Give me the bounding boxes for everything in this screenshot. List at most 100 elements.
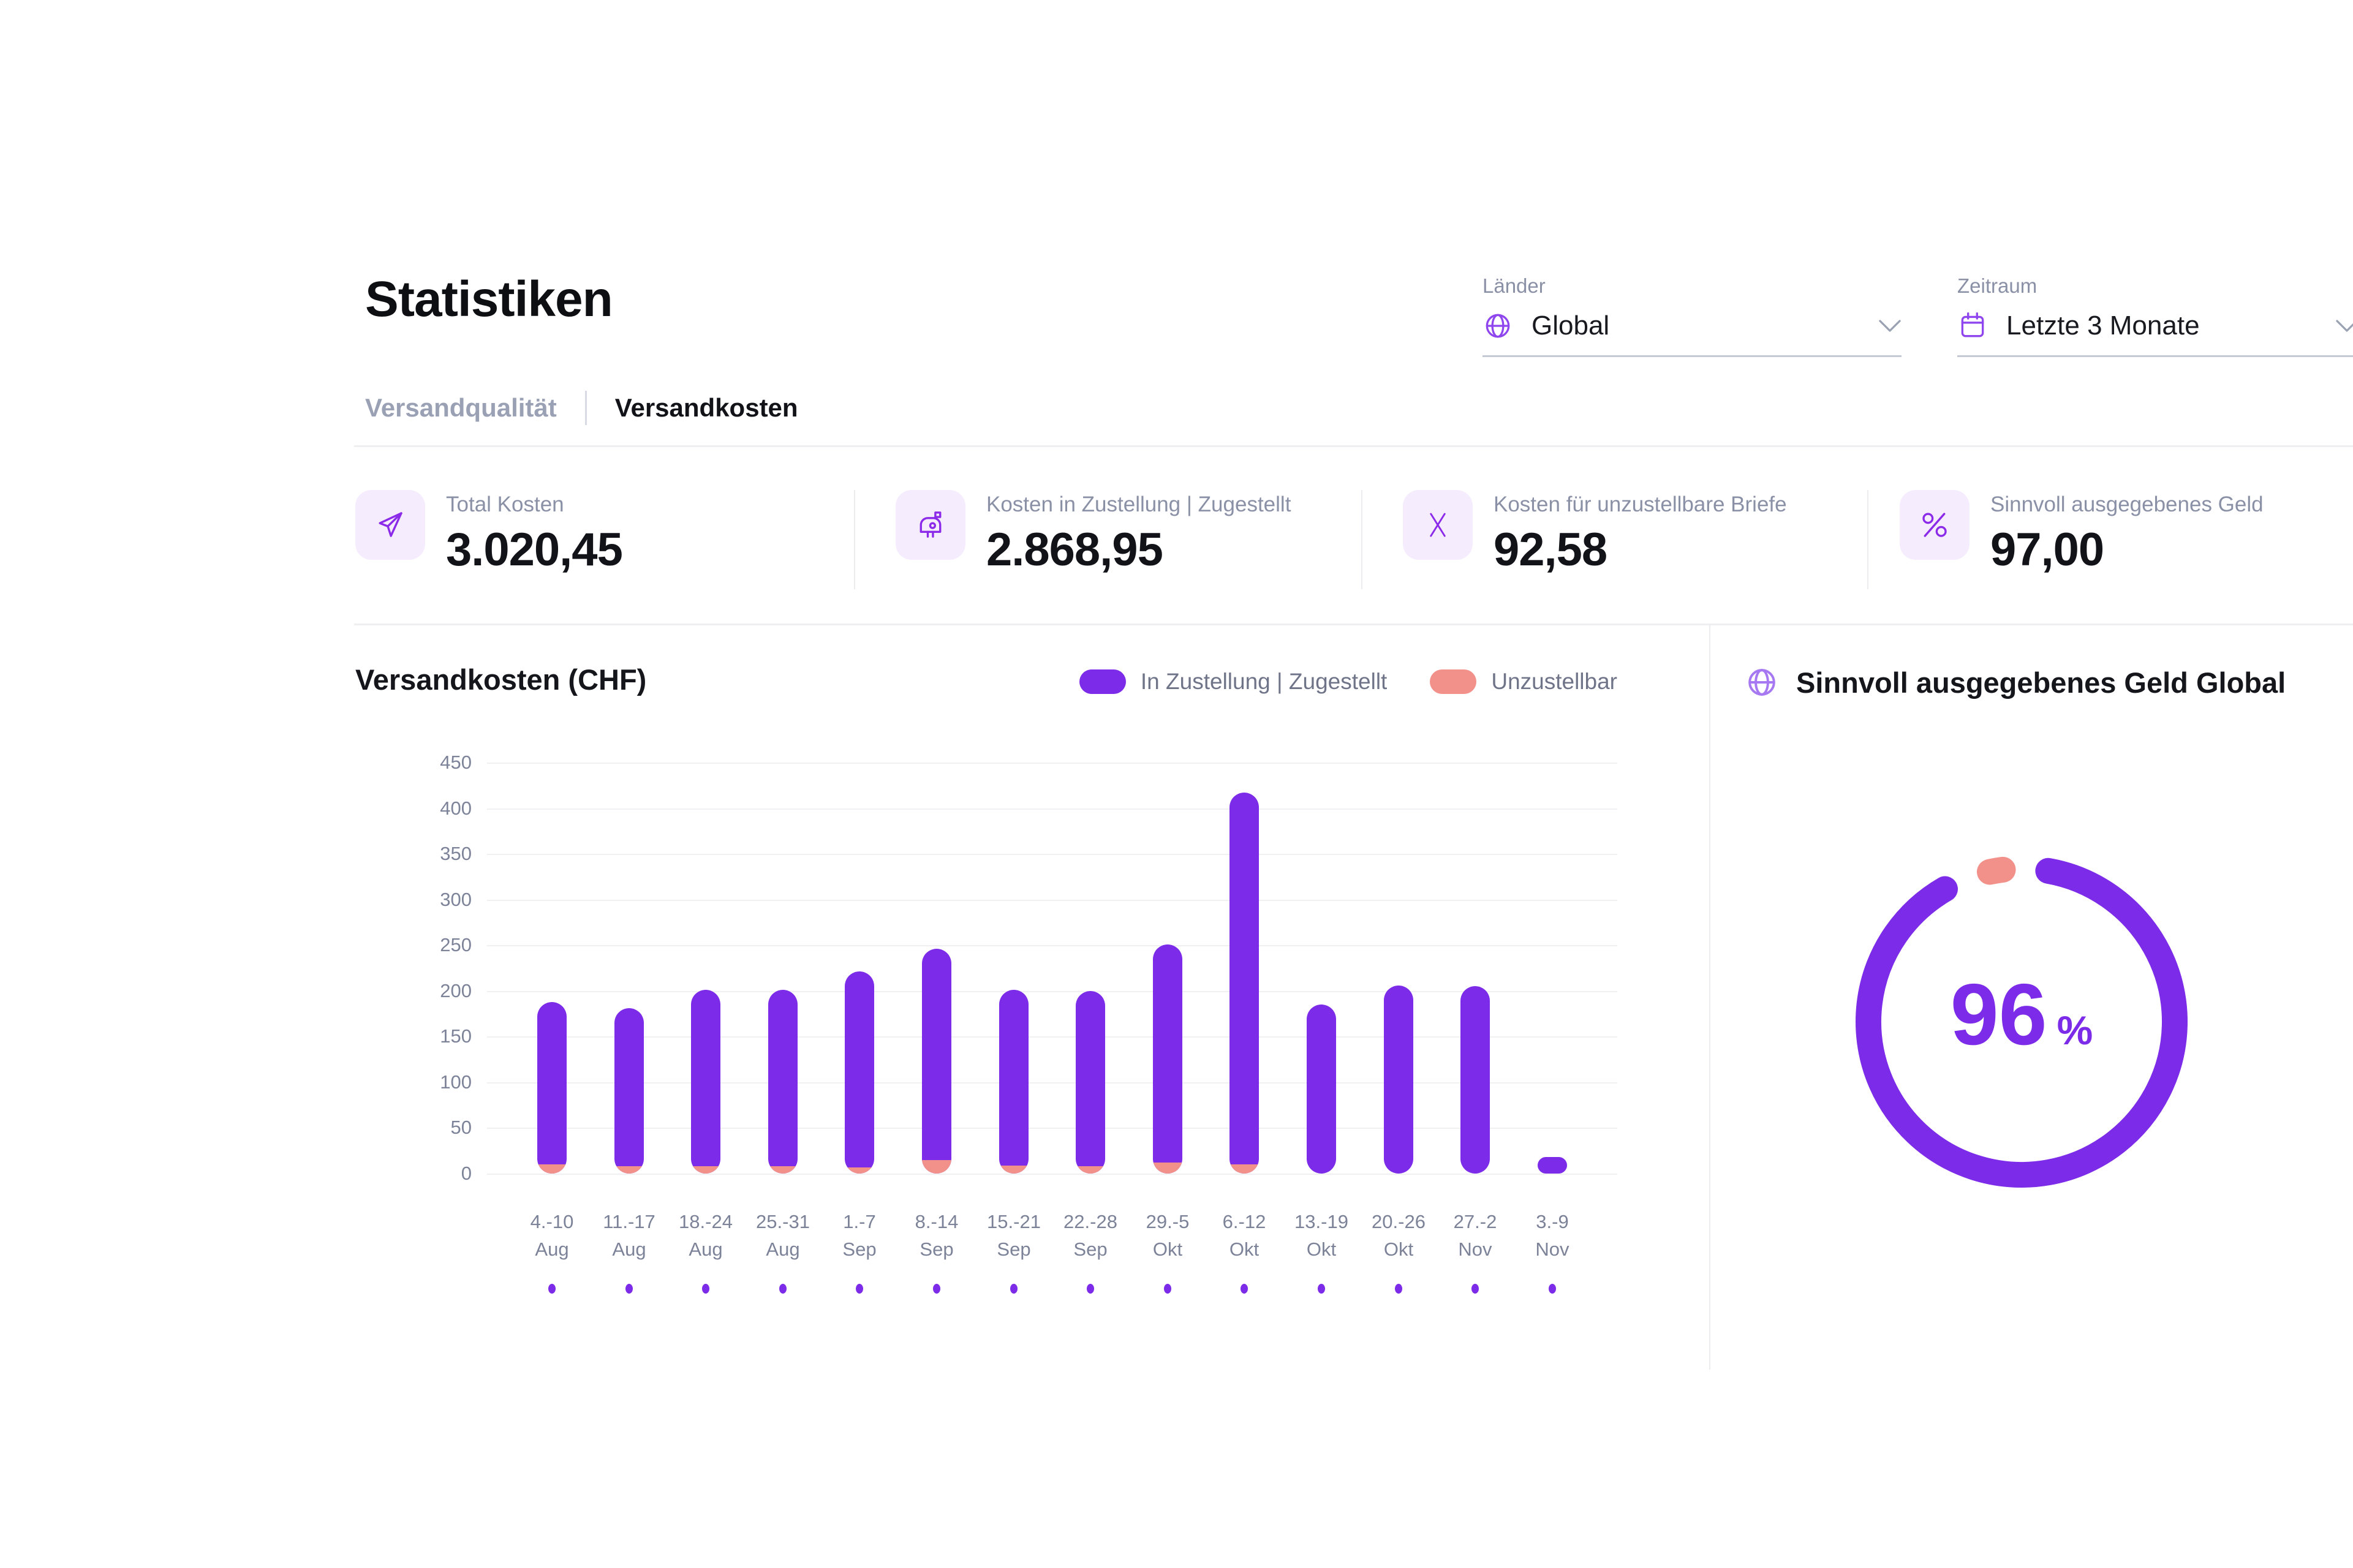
chevron-down-icon — [1878, 319, 1902, 333]
calendar-icon — [1957, 311, 1988, 341]
donut-chart — [1856, 856, 2188, 1188]
y-axis-tick: 250 — [440, 934, 472, 956]
legend-label: Unzustellbar — [1491, 669, 1617, 694]
kpi-label: Kosten für unzustellbare Briefe — [1494, 492, 1787, 516]
gridline — [487, 1174, 1617, 1175]
kpi-separator — [1867, 490, 1868, 589]
bar-29.-5-Okt[interactable] — [1153, 944, 1182, 1174]
gridline — [487, 1036, 1617, 1038]
y-axis-tick: 350 — [440, 843, 472, 864]
x-axis-label: 1.-7 Sep — [804, 1208, 915, 1294]
globe-icon — [1482, 311, 1513, 341]
bar-15.-21-Sep[interactable] — [999, 990, 1029, 1174]
mailbox-icon — [896, 490, 965, 560]
x-axis-label: 18.-24 Aug — [651, 1208, 761, 1294]
week-marker-dot — [702, 1284, 709, 1294]
legend-item[interactable]: In Zustellung | Zugestellt — [1079, 669, 1387, 695]
gridline — [487, 809, 1617, 810]
country-filter-select[interactable]: Global — [1482, 306, 1902, 345]
donut-panel-header: Sinnvoll ausgegebenes Geld Global — [1745, 665, 2286, 699]
donut-center-value: 96 % — [1875, 965, 2169, 1065]
bar-6.-12-Okt[interactable] — [1229, 793, 1259, 1174]
kpi-value: 92,58 — [1494, 524, 1607, 576]
gridline — [487, 945, 1617, 946]
panel-divider — [1709, 624, 1710, 1370]
period-filter-select[interactable]: Letzte 3 Monate — [1957, 306, 2353, 345]
bar-segment-unzustellbar — [999, 1166, 1029, 1174]
x-axis-label: 3.-9 Nov — [1497, 1208, 1607, 1294]
period-filter: Zeitraum Letzte 3 Monate — [1957, 274, 2353, 357]
x-axis-label: 11.-17 Aug — [574, 1208, 684, 1294]
tab-versandqualitaet[interactable]: Versandqualität — [365, 393, 557, 422]
y-axis-tick: 400 — [440, 797, 472, 819]
x-axis-label: 15.-21 Sep — [959, 1208, 1069, 1294]
y-axis-tick: 450 — [440, 752, 472, 773]
bar-25.-31-Aug[interactable] — [768, 990, 798, 1174]
x-axis-label: 6.-12 Okt — [1189, 1208, 1299, 1294]
bar-3.-9-Nov[interactable] — [1538, 1157, 1567, 1174]
page-title: Statistiken — [365, 271, 613, 327]
gridline — [487, 991, 1617, 992]
x-axis-label: 8.-14 Sep — [882, 1208, 992, 1294]
country-filter-value: Global — [1532, 311, 1610, 341]
bar-segment-unzustellbar — [922, 1160, 951, 1174]
week-marker-dot — [625, 1284, 633, 1294]
bar-segment-unzustellbar — [1229, 1164, 1259, 1174]
bar-segment-unzustellbar — [1076, 1166, 1105, 1174]
header-divider — [354, 445, 2353, 447]
kpi-label: Kosten in Zustellung | Zugestellt — [986, 492, 1291, 516]
x-axis-label: 22.-28 Sep — [1035, 1208, 1146, 1294]
gridline — [487, 763, 1617, 764]
bar-13.-19-Okt[interactable] — [1307, 1005, 1336, 1174]
bar-segment-unzustellbar — [845, 1167, 874, 1174]
country-filter-label: Länder — [1482, 274, 1546, 297]
bar-27.-2-Nov[interactable] — [1460, 986, 1490, 1174]
week-marker-dot — [1010, 1284, 1018, 1294]
gridline — [487, 900, 1617, 901]
period-filter-value: Letzte 3 Monate — [2006, 311, 2200, 341]
bar-4.-10-Aug[interactable] — [537, 1002, 567, 1174]
bar-segment-unzustellbar — [1153, 1163, 1182, 1174]
percent-icon — [1900, 490, 1970, 560]
week-marker-dot — [1395, 1284, 1402, 1294]
kpi-value: 3.020,45 — [446, 524, 623, 576]
week-marker-dot — [1087, 1284, 1094, 1294]
cross-icon — [1403, 490, 1473, 560]
bar-8.-14-Sep[interactable] — [922, 949, 951, 1174]
x-axis-label: 13.-19 Okt — [1266, 1208, 1377, 1294]
donut-arc-main — [1856, 858, 2188, 1188]
kpi-separator — [854, 490, 855, 589]
bar-20.-26-Okt[interactable] — [1384, 986, 1413, 1174]
week-marker-dot — [1549, 1284, 1556, 1294]
week-marker-dot — [1241, 1284, 1248, 1294]
bar-18.-24-Aug[interactable] — [691, 990, 720, 1174]
y-axis-tick: 150 — [440, 1025, 472, 1047]
country-filter-underline — [1482, 355, 1902, 357]
y-axis-tick: 300 — [440, 889, 472, 910]
bar-22.-28-Sep[interactable] — [1076, 991, 1105, 1174]
legend-swatch — [1079, 669, 1126, 694]
bar-segment-unzustellbar — [537, 1164, 567, 1174]
week-marker-dot — [1471, 1284, 1479, 1294]
gridline — [487, 854, 1617, 855]
y-axis-tick: 50 — [450, 1117, 472, 1138]
globe-icon — [1745, 665, 1779, 699]
kpi-separator — [1361, 490, 1362, 589]
bar-11.-17-Aug[interactable] — [614, 1008, 644, 1174]
period-filter-label: Zeitraum — [1957, 274, 2038, 297]
legend-item[interactable]: Unzustellbar — [1430, 669, 1617, 695]
donut-unit: % — [2057, 1008, 2093, 1053]
tab-versandkosten[interactable]: Versandkosten — [614, 393, 798, 422]
bar-segment-unzustellbar — [768, 1166, 798, 1174]
x-axis-label: 20.-26 Okt — [1343, 1208, 1454, 1294]
bar-segment-unzustellbar — [691, 1166, 720, 1174]
x-axis-label: 4.-10 Aug — [497, 1208, 607, 1294]
bar-1.-7-Sep[interactable] — [845, 971, 874, 1174]
week-marker-dot — [1318, 1284, 1325, 1294]
bar-chart-title: Versandkosten (CHF) — [355, 663, 647, 696]
gridline — [487, 1082, 1617, 1084]
kpi-value: 97,00 — [1990, 524, 2104, 576]
tab-bar: Versandqualität Versandkosten — [365, 391, 798, 425]
week-marker-dot — [933, 1284, 940, 1294]
period-filter-underline — [1957, 355, 2353, 357]
